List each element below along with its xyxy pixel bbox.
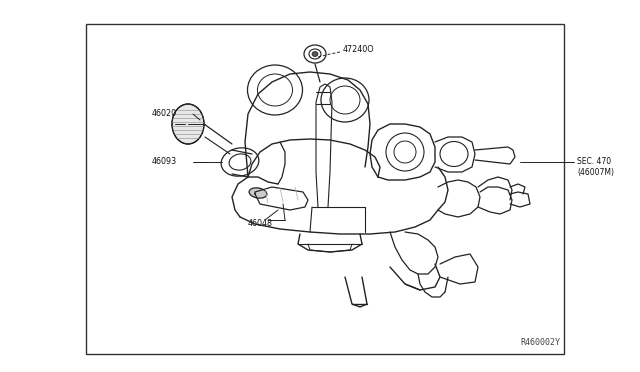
Text: 46093: 46093 xyxy=(152,157,177,167)
Text: 46020: 46020 xyxy=(152,109,177,119)
Ellipse shape xyxy=(312,51,318,57)
Ellipse shape xyxy=(249,188,267,198)
Text: 47240O: 47240O xyxy=(343,45,374,55)
Text: R460002Y: R460002Y xyxy=(520,338,560,347)
Bar xyxy=(86,24,564,354)
Ellipse shape xyxy=(172,104,204,144)
Text: 46048: 46048 xyxy=(248,219,273,228)
Text: SEC. 470
(46007M): SEC. 470 (46007M) xyxy=(577,157,614,177)
